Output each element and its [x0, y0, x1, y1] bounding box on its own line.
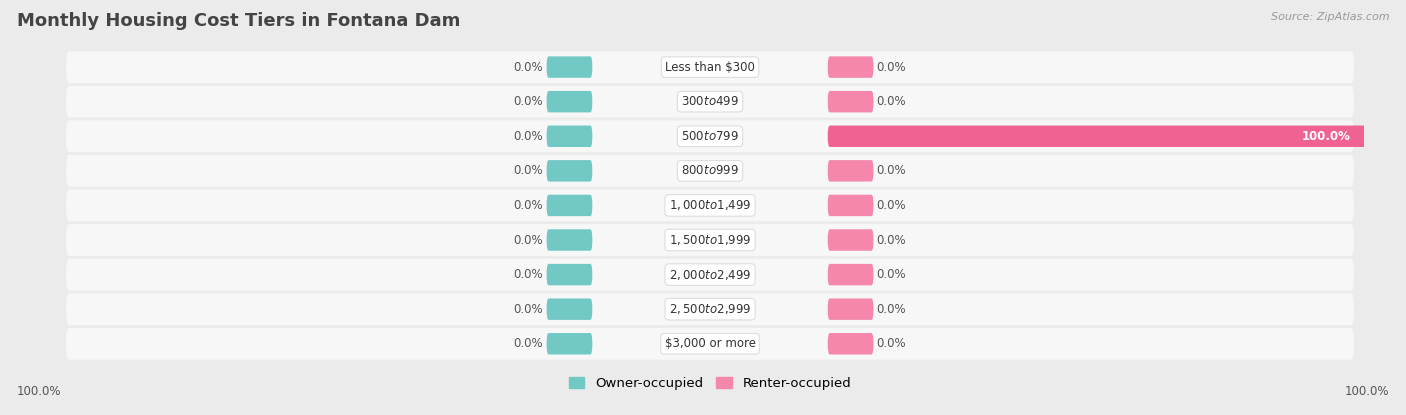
Text: $1,000 to $1,499: $1,000 to $1,499: [669, 198, 751, 212]
FancyBboxPatch shape: [828, 195, 873, 216]
Text: 0.0%: 0.0%: [513, 268, 543, 281]
Text: $500 to $799: $500 to $799: [681, 130, 740, 143]
FancyBboxPatch shape: [828, 229, 873, 251]
FancyBboxPatch shape: [828, 298, 873, 320]
Text: 100.0%: 100.0%: [17, 386, 62, 398]
FancyBboxPatch shape: [547, 229, 592, 251]
FancyBboxPatch shape: [547, 195, 592, 216]
FancyBboxPatch shape: [66, 51, 1354, 83]
Text: 0.0%: 0.0%: [877, 303, 907, 316]
Text: 0.0%: 0.0%: [513, 337, 543, 350]
FancyBboxPatch shape: [547, 56, 592, 78]
Text: 0.0%: 0.0%: [877, 337, 907, 350]
FancyBboxPatch shape: [828, 91, 873, 112]
Text: 0.0%: 0.0%: [513, 95, 543, 108]
Text: Less than $300: Less than $300: [665, 61, 755, 73]
FancyBboxPatch shape: [66, 224, 1354, 256]
FancyBboxPatch shape: [828, 264, 873, 286]
Text: 0.0%: 0.0%: [513, 199, 543, 212]
FancyBboxPatch shape: [547, 333, 592, 354]
Text: 0.0%: 0.0%: [513, 303, 543, 316]
Text: 0.0%: 0.0%: [513, 61, 543, 73]
Text: 0.0%: 0.0%: [877, 268, 907, 281]
Text: $800 to $999: $800 to $999: [681, 164, 740, 177]
Text: 0.0%: 0.0%: [877, 199, 907, 212]
Text: 0.0%: 0.0%: [877, 95, 907, 108]
FancyBboxPatch shape: [66, 328, 1354, 360]
FancyBboxPatch shape: [828, 125, 1406, 147]
FancyBboxPatch shape: [66, 293, 1354, 325]
Text: $2,500 to $2,999: $2,500 to $2,999: [669, 302, 751, 316]
Text: $1,500 to $1,999: $1,500 to $1,999: [669, 233, 751, 247]
Text: 0.0%: 0.0%: [877, 61, 907, 73]
Text: 0.0%: 0.0%: [877, 164, 907, 177]
FancyBboxPatch shape: [547, 160, 592, 182]
Text: Source: ZipAtlas.com: Source: ZipAtlas.com: [1271, 12, 1389, 22]
Text: $3,000 or more: $3,000 or more: [665, 337, 755, 350]
Text: 0.0%: 0.0%: [513, 234, 543, 247]
FancyBboxPatch shape: [66, 86, 1354, 117]
Text: $300 to $499: $300 to $499: [681, 95, 740, 108]
FancyBboxPatch shape: [547, 264, 592, 286]
Text: 100.0%: 100.0%: [1302, 130, 1351, 143]
FancyBboxPatch shape: [66, 155, 1354, 187]
FancyBboxPatch shape: [547, 298, 592, 320]
FancyBboxPatch shape: [547, 91, 592, 112]
FancyBboxPatch shape: [828, 333, 873, 354]
Text: 0.0%: 0.0%: [513, 164, 543, 177]
Text: 0.0%: 0.0%: [513, 130, 543, 143]
FancyBboxPatch shape: [66, 120, 1354, 152]
Text: $2,000 to $2,499: $2,000 to $2,499: [669, 268, 751, 282]
FancyBboxPatch shape: [66, 190, 1354, 221]
Text: 0.0%: 0.0%: [877, 234, 907, 247]
FancyBboxPatch shape: [828, 160, 873, 182]
FancyBboxPatch shape: [66, 259, 1354, 290]
FancyBboxPatch shape: [547, 125, 592, 147]
Text: Monthly Housing Cost Tiers in Fontana Dam: Monthly Housing Cost Tiers in Fontana Da…: [17, 12, 460, 30]
FancyBboxPatch shape: [828, 56, 873, 78]
Text: 100.0%: 100.0%: [1344, 386, 1389, 398]
Legend: Owner-occupied, Renter-occupied: Owner-occupied, Renter-occupied: [564, 371, 856, 395]
